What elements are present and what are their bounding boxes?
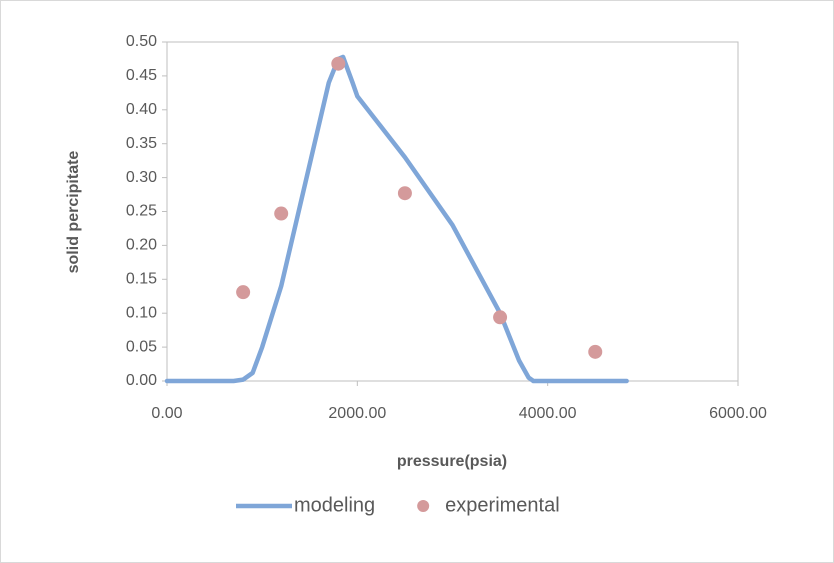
legend-label: experimental — [445, 494, 560, 516]
x-tick-label: 2000.00 — [328, 405, 386, 422]
y-tick-label: 0.40 — [126, 101, 157, 118]
legend-label: modeling — [294, 494, 375, 516]
y-tick-label: 0.50 — [126, 33, 157, 50]
data-point — [236, 285, 250, 299]
y-tick-label: 0.20 — [126, 237, 157, 254]
x-tick-label: 6000.00 — [709, 405, 767, 422]
y-tick-label: 0.15 — [126, 271, 157, 288]
y-tick-label: 0.05 — [126, 338, 157, 355]
x-axis-title: pressure(psia) — [397, 453, 507, 470]
legend-marker — [417, 500, 429, 512]
y-axis-title: solid percipitate — [65, 151, 82, 274]
data-point — [398, 186, 412, 200]
data-point — [331, 57, 345, 71]
y-tick-label: 0.25 — [126, 203, 157, 220]
chart: pressure(psia) solid percipitate 0.00 0.0… — [0, 0, 834, 563]
y-tick-label: 0.30 — [126, 169, 157, 186]
y-tick-label: 0.00 — [126, 372, 157, 389]
y-tick-label: 0.45 — [126, 67, 157, 84]
data-point — [274, 207, 288, 221]
y-tick-label: 0.10 — [126, 304, 157, 321]
data-point — [588, 345, 602, 359]
x-tick-label: 0.00 — [151, 405, 182, 422]
data-point — [493, 310, 507, 324]
y-tick-label: 0.35 — [126, 135, 157, 152]
x-tick-label: 4000.00 — [519, 405, 577, 422]
